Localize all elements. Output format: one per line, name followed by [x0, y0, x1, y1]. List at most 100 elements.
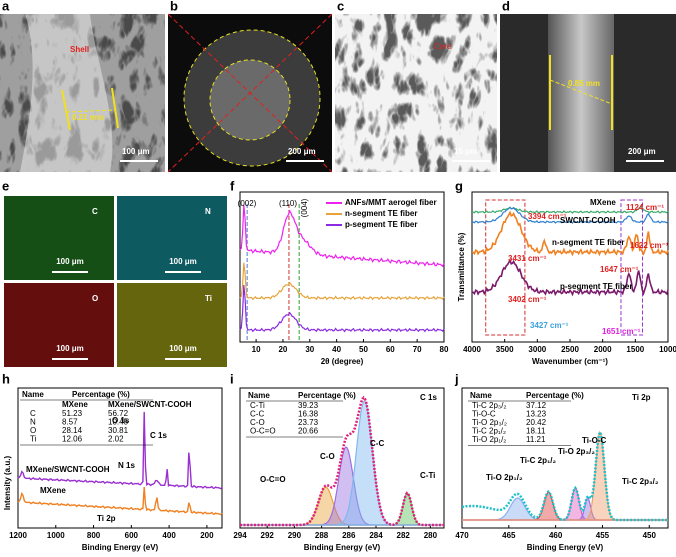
series-label: SWCNT-COOH — [560, 216, 616, 225]
x-tick-label: 4000 — [463, 345, 481, 354]
annotation: 1647 cm⁻¹ — [600, 265, 639, 274]
annotation: 0.21 mm — [72, 113, 104, 122]
table-cell: 51.23 — [62, 409, 83, 418]
element-label: C — [92, 207, 98, 216]
x-tick-label: 455 — [596, 531, 610, 540]
table-header: Percentage (%) — [72, 390, 130, 399]
x-tick-label: 200 — [200, 531, 214, 540]
annotation: 3431 cm⁻¹ — [508, 254, 547, 263]
scale-bar-label: 100 μm — [56, 344, 84, 353]
table-cell: C-C — [250, 410, 264, 419]
table-cell: 13.23 — [526, 410, 547, 419]
eds-map-color — [4, 283, 114, 367]
panel-label: h — [2, 371, 10, 386]
table-cell: 20.42 — [526, 418, 547, 427]
x-tick-label: 2500 — [561, 345, 579, 354]
x-tick-label: 3500 — [496, 345, 514, 354]
table-header: MXene — [62, 400, 88, 409]
annotation: Shell — [70, 45, 89, 54]
annotation: Ti 2p — [97, 514, 116, 523]
annotation: 3402 cm⁻¹ — [508, 295, 547, 304]
panel-label: e — [2, 178, 9, 193]
table-cell: 10.45 — [108, 418, 129, 427]
annotation: (004) — [300, 198, 309, 217]
fit-component — [462, 497, 668, 521]
annotation: Core — [434, 42, 452, 51]
x-tick-label: 450 — [643, 531, 657, 540]
x-tick-label: 284 — [369, 531, 383, 540]
x-tick-label: 282 — [397, 531, 411, 540]
scale-bar-label: 100 μm — [122, 147, 150, 156]
panel-label: f — [230, 178, 235, 193]
annotation: C-Ti — [420, 471, 435, 480]
panel-label: b — [170, 0, 178, 13]
x-tick-label: 80 — [440, 345, 449, 354]
table-cell: 16.38 — [298, 410, 319, 419]
fit-component — [462, 497, 668, 521]
table-cell: 23.73 — [298, 418, 319, 427]
annotation: MXene/SWCNT-COOH — [26, 465, 110, 474]
annotation: Ti-O 2p₃/₂ — [558, 447, 595, 456]
x-tick-label: 60 — [386, 345, 395, 354]
x-axis-label: Binding Energy (eV) — [82, 543, 159, 552]
y-axis-label: Intensity (a.u.) — [3, 456, 12, 511]
x-tick-label: 800 — [87, 531, 101, 540]
fit-component — [462, 491, 668, 521]
envelope — [240, 395, 444, 527]
annotation: C-C — [370, 439, 384, 448]
table-header: Name — [248, 391, 270, 400]
table-cell: 39.23 — [298, 401, 319, 410]
eds-map-color — [4, 196, 114, 280]
x-tick-label: 290 — [288, 531, 302, 540]
curve — [471, 210, 669, 257]
curve — [17, 411, 223, 490]
series-label: p-segment TE fiber — [560, 282, 632, 291]
x-tick-label: 600 — [125, 531, 139, 540]
x-tick-label: 1500 — [626, 345, 644, 354]
table-header: Name — [22, 390, 44, 399]
annotation: Ti-C 2p₁/₂ — [520, 456, 556, 465]
panel-label: a — [2, 0, 10, 13]
table-cell: Ti — [30, 435, 37, 444]
x-axis-label: Binding Energy (eV) — [304, 543, 381, 552]
table-cell: C — [30, 409, 36, 418]
x-tick-label: 30 — [305, 345, 314, 354]
panel-title: C 1s — [420, 393, 437, 402]
x-tick-label: 20 — [278, 345, 287, 354]
x-tick-label: 288 — [315, 531, 329, 540]
plot-frame — [239, 191, 445, 343]
annotation: 1124 cm⁻¹ — [626, 203, 664, 212]
eds-map-signal — [117, 196, 227, 280]
legend-label: ANFs/MMT aerogel fiber — [345, 198, 437, 207]
x-tick-label: 10 — [252, 345, 261, 354]
curve — [17, 486, 223, 516]
x-tick-label: 70 — [413, 345, 422, 354]
curve — [471, 258, 669, 297]
x-tick-label: 1000 — [659, 345, 676, 354]
table-cell: 18.11 — [526, 427, 546, 436]
x-tick-label: 2000 — [594, 345, 612, 354]
table-cell: 2.02 — [108, 435, 124, 444]
annotation: (002) — [238, 199, 257, 208]
annotation: MXene — [40, 486, 66, 495]
element-label: Ti — [205, 294, 212, 303]
x-tick-label: 465 — [502, 531, 516, 540]
curve — [471, 206, 669, 224]
table-cell: 12.06 — [62, 435, 83, 444]
x-tick-label: 1000 — [47, 531, 65, 540]
curve — [239, 204, 445, 268]
x-tick-label: 50 — [359, 345, 368, 354]
fit-component — [240, 400, 444, 526]
series-label: n-segment TE fiber — [552, 238, 624, 247]
x-tick-label: 292 — [261, 531, 275, 540]
panel-title: Ti 2p — [632, 393, 651, 402]
annotation: C 1s — [150, 431, 167, 440]
x-tick-label: 400 — [162, 531, 176, 540]
table-cell: C-Ti — [250, 401, 265, 410]
x-axis-label: Wavenumber (cm⁻¹) — [532, 357, 608, 366]
scale-bar-label: 200 μm — [288, 147, 316, 156]
annotation: (110) — [279, 199, 297, 208]
scale-bar-label: 200 μm — [628, 147, 656, 156]
annotation: Ti-C 2p₃/₂ — [622, 477, 659, 486]
